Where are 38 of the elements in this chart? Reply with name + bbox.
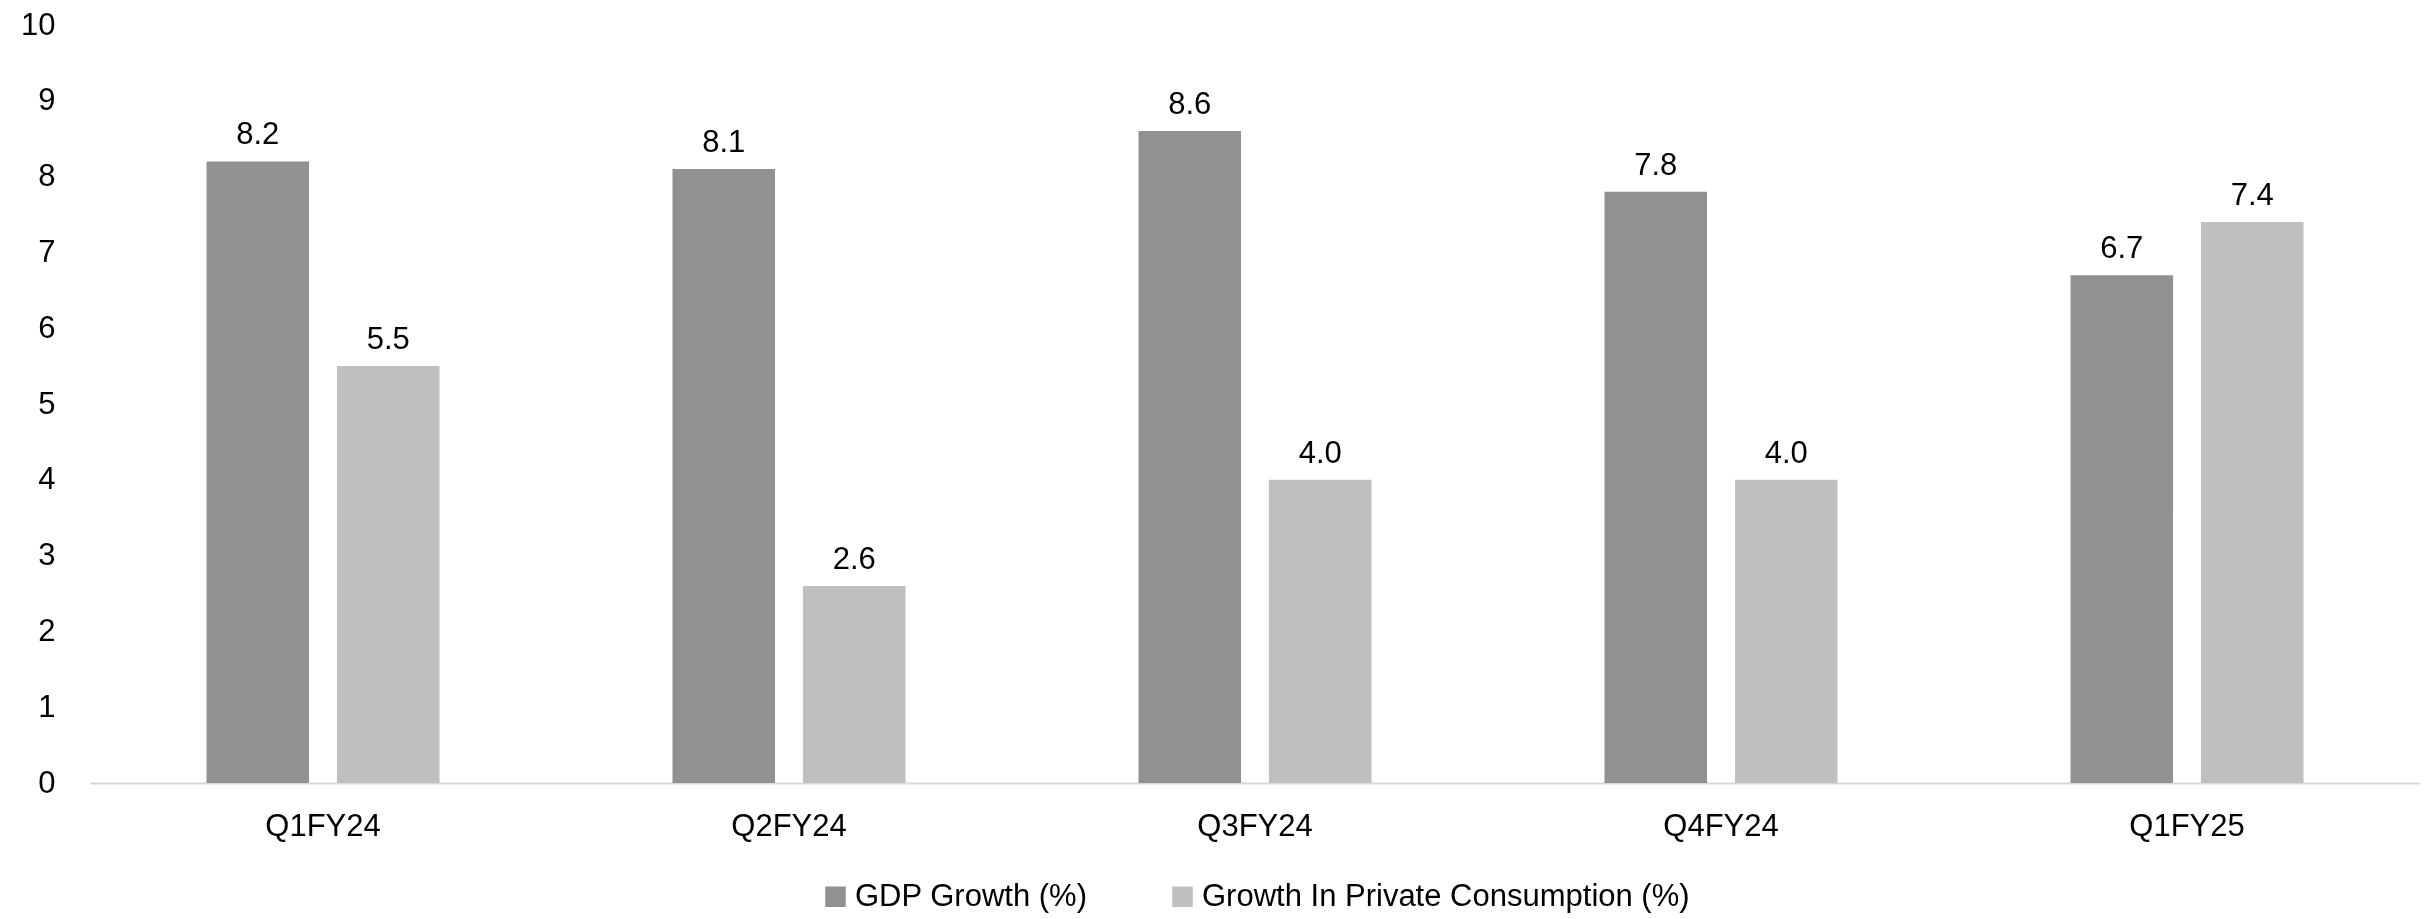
bar (1604, 191, 1708, 783)
legend-label: GDP Growth (%) (855, 877, 1087, 913)
legend-label: Growth In Private Consumption (%) (1202, 877, 1690, 913)
y-tick-label: 9 (38, 82, 56, 118)
y-tick-label: 7 (38, 233, 56, 269)
bar (2070, 275, 2174, 783)
bar (206, 161, 310, 783)
bar (1268, 479, 1372, 783)
x-tick-label: Q1FY25 (2129, 807, 2245, 843)
bar (672, 169, 776, 783)
bar (2200, 222, 2304, 783)
data-label: 8.1 (702, 124, 746, 160)
y-tick-label: 0 (38, 764, 56, 800)
data-label: 4.0 (1764, 434, 1808, 470)
data-label: 6.7 (2100, 230, 2144, 266)
data-label: 4.0 (1298, 434, 1342, 470)
y-tick-label: 10 (21, 6, 56, 42)
data-label: 7.4 (2230, 177, 2274, 213)
y-tick-label: 4 (38, 461, 56, 497)
y-tick-label: 6 (38, 309, 56, 345)
data-label: 8.2 (236, 116, 280, 152)
y-tick-label: 5 (38, 385, 56, 421)
y-tick-label: 8 (38, 158, 56, 194)
y-tick-label: 1 (38, 688, 56, 724)
y-tick-label: 3 (38, 537, 56, 573)
bar (1138, 131, 1242, 783)
data-label: 7.8 (1634, 146, 1678, 182)
data-label: 8.6 (1168, 86, 1212, 122)
x-tick-label: Q3FY24 (1197, 807, 1313, 843)
data-label: 2.6 (832, 540, 876, 576)
bar (802, 585, 906, 783)
bar (1734, 479, 1838, 783)
bar (336, 366, 440, 783)
x-tick-label: Q1FY24 (265, 807, 381, 843)
data-label: 5.5 (366, 321, 410, 357)
x-tick-label: Q4FY24 (1663, 807, 1779, 843)
y-tick-label: 2 (38, 612, 56, 648)
x-tick-label: Q2FY24 (731, 807, 847, 843)
